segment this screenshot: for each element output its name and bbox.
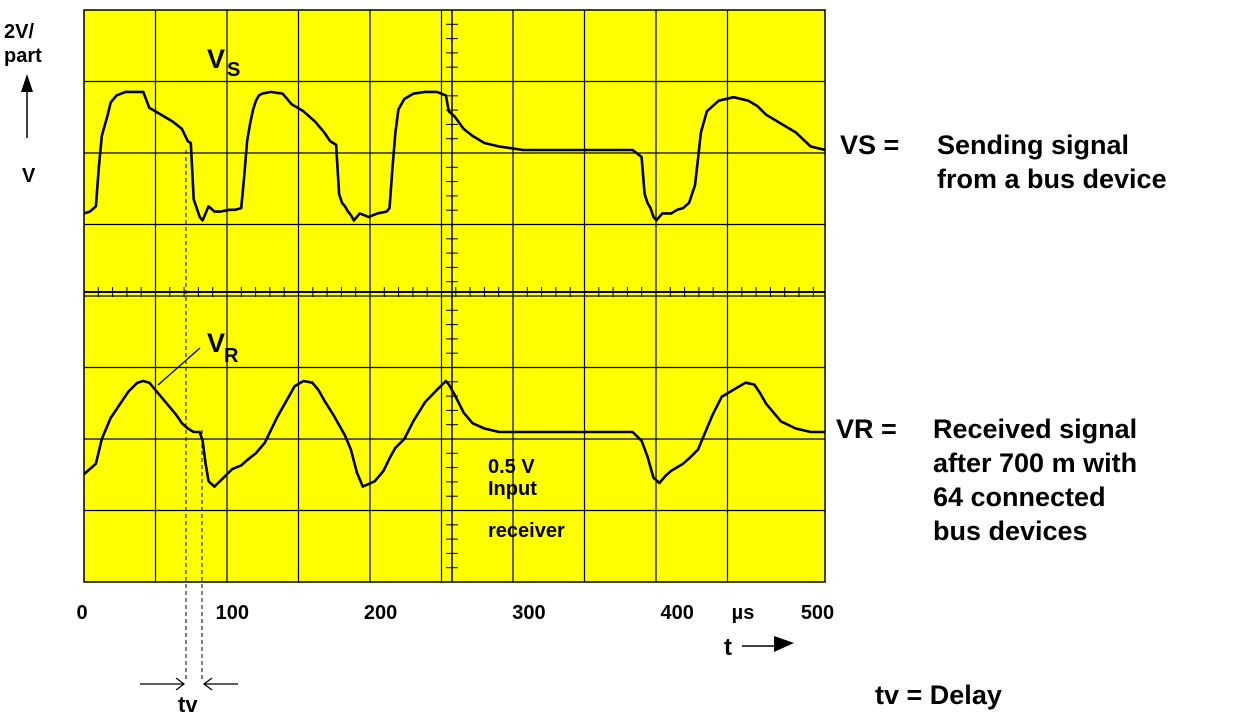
signal-traces — [83, 90, 826, 488]
legend-vr-line-2: after 700 m with — [933, 448, 1138, 478]
note-input-line-1: 0.5 V — [488, 456, 535, 478]
legend-vr-line-1: Received signal — [933, 414, 1138, 444]
label-vs-subscript: S — [227, 59, 240, 81]
note-input-line-2: Input — [488, 478, 537, 500]
delay-arrowhead-left — [175, 677, 185, 691]
legend-vs-line-1: Sending signal — [937, 130, 1130, 160]
trace-vr — [83, 379, 826, 488]
grid-lines — [83, 9, 825, 582]
legend-vr: VR = Received signal after 700 m with 64 … — [836, 412, 1137, 548]
label-vr-subscript: R — [224, 345, 239, 367]
x-axis-label: t — [724, 634, 732, 661]
y-arrow-head — [21, 74, 33, 92]
x-tick-label: 400 — [661, 602, 694, 624]
label-vr-pointer — [157, 347, 201, 386]
y-scale-label-2: part — [4, 45, 42, 67]
legend-vs: VS = Sending signal from a bus device — [840, 128, 1167, 196]
label-vr: V — [207, 328, 225, 358]
legend-tv: tv = Delay — [875, 678, 1002, 712]
legend-vs-key: VS = — [840, 130, 900, 160]
x-tick-label: 200 — [364, 602, 397, 624]
x-tick-label: 0 — [76, 602, 87, 624]
delay-arrowhead-right — [203, 677, 213, 691]
trace-vs — [83, 90, 826, 222]
legend-vr-line-3: 64 connected — [933, 482, 1106, 512]
x-tick-label: 300 — [512, 602, 545, 624]
x-unit-label: µs — [732, 602, 755, 624]
y-axis-label: V — [22, 165, 36, 187]
legend-tv-key: tv = — [875, 680, 923, 710]
legend-tv-text: Delay — [929, 680, 1002, 710]
x-tick-label: 100 — [216, 602, 249, 624]
x-tick-label: 500 — [801, 602, 834, 624]
delay-label: tv — [178, 692, 198, 717]
note-input-line-3: receiver — [488, 520, 565, 542]
legend-vr-key: VR = — [836, 414, 897, 444]
x-arrow-head — [774, 636, 794, 652]
legend-vr-line-4: bus devices — [933, 516, 1088, 546]
legend-vs-line-2: from a bus device — [937, 164, 1167, 194]
y-scale-label-1: 2V/ — [4, 21, 34, 43]
label-vs: V — [207, 44, 225, 74]
